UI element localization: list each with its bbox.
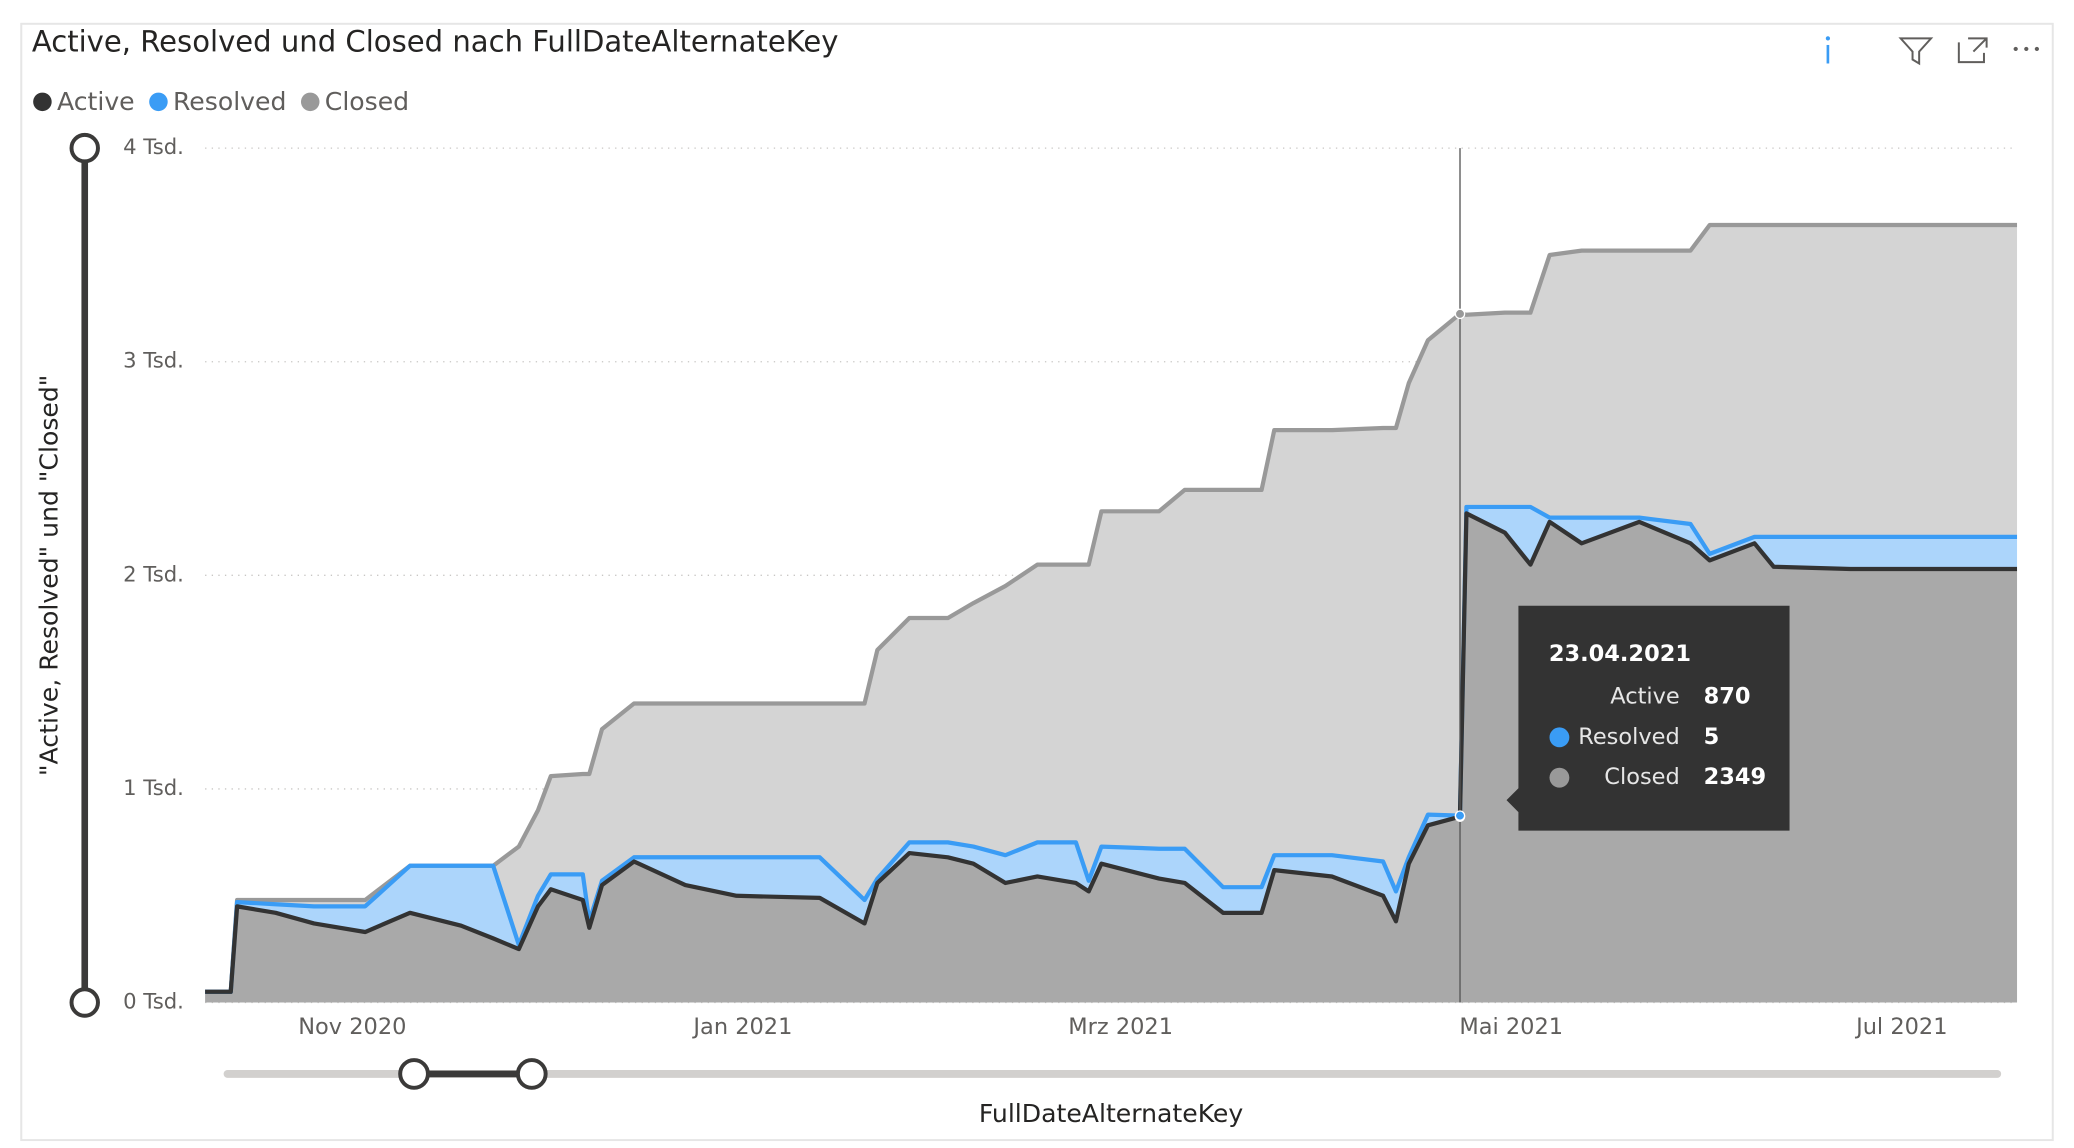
hover-marker (1454, 308, 1466, 320)
filter-icon[interactable] (1898, 37, 1934, 66)
y-tick-label: 4 Tsd. (123, 134, 184, 159)
x-axis-title: FullDateAlternateKey (979, 1099, 1244, 1128)
x-slider-handle[interactable] (515, 1058, 548, 1090)
y-tick-label: 2 Tsd. (123, 561, 184, 586)
more-icon[interactable] (2013, 46, 2039, 52)
tooltip: 23.04.2021 Active 870 Resolved 5 Closed 2349 (1506, 605, 1790, 831)
y-tick-label: 0 Tsd. (123, 989, 184, 1014)
series-line (205, 511, 2018, 994)
tooltip-marker (1549, 727, 1570, 748)
more-dot[interactable] (2034, 46, 2039, 52)
y-tick-label: 1 Tsd. (123, 775, 184, 800)
tooltip-value: 870 (1704, 684, 1751, 710)
info-dot (1825, 36, 1831, 41)
y-slider-handle[interactable] (69, 132, 100, 164)
legend-marker (300, 92, 320, 112)
tooltip-label: Resolved (1578, 724, 1680, 750)
legend-marker (149, 92, 168, 112)
legend-label: Closed (325, 87, 409, 116)
legend-label: Active (57, 87, 135, 116)
info-icon[interactable] (1815, 29, 1841, 69)
series-line (205, 222, 2018, 994)
tooltip-label: Active (1610, 684, 1680, 710)
tooltip-label: Closed (1604, 764, 1679, 790)
hover-marker (1454, 810, 1466, 821)
series-line (205, 504, 2018, 994)
tooltip-date: 23.04.2021 (1549, 641, 1691, 667)
tooltip-box (1506, 605, 1790, 831)
tooltip-marker (1549, 767, 1570, 788)
chart-title: Active, Resolved und Closed nach FullDat… (32, 25, 839, 59)
focus-icon[interactable] (1957, 37, 1988, 64)
y-slider-handle[interactable] (69, 987, 100, 1018)
more-dot[interactable] (2024, 46, 2029, 52)
x-tick-label: Nov 2020 (298, 1014, 406, 1040)
legend-label: Resolved (173, 87, 286, 116)
y-axis-title: "Active, Resolved" und "Closed" (34, 375, 63, 776)
x-tick-label: Jan 2021 (691, 1014, 792, 1040)
legend-marker (33, 92, 52, 112)
tooltip-value: 2349 (1704, 764, 1767, 790)
focus-shape[interactable] (1957, 37, 1988, 64)
more-dot[interactable] (2013, 46, 2018, 52)
x-tick-label: Mai 2021 (1459, 1014, 1563, 1040)
area (205, 224, 2018, 992)
legend: Active Resolved Closed (33, 87, 409, 116)
tooltip-value: 5 (1704, 724, 1720, 750)
filter-shape[interactable] (1898, 37, 1934, 66)
x-tick-label: Mrz 2021 (1068, 1014, 1173, 1040)
y-tick-label: 3 Tsd. (123, 348, 184, 373)
x-tick-label: Jul 2021 (1854, 1014, 1947, 1040)
x-slider-handle[interactable] (398, 1058, 430, 1090)
